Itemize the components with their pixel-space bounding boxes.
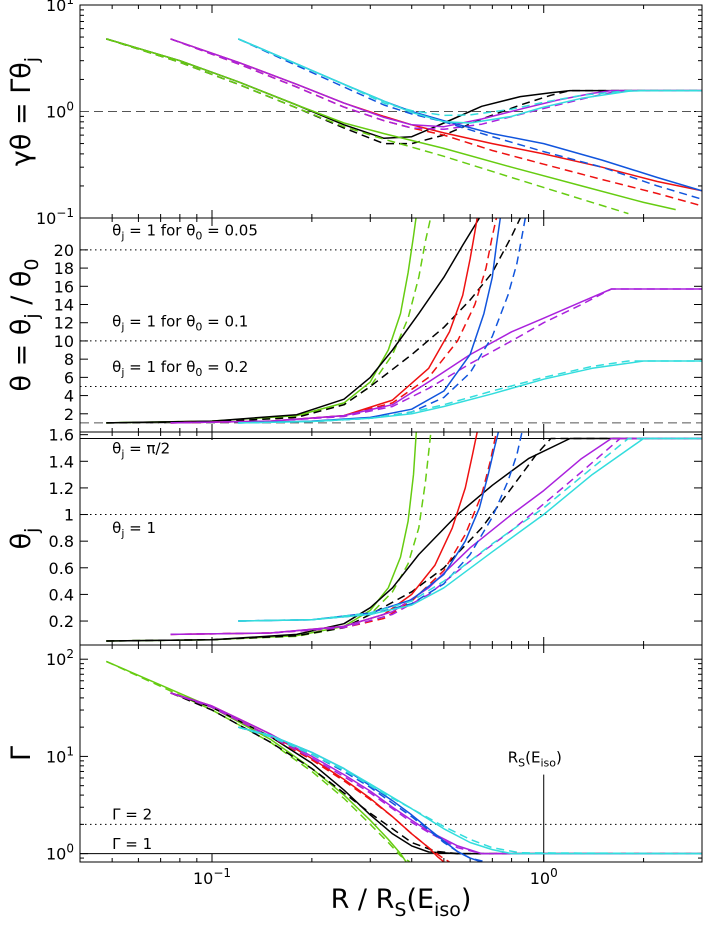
y-tick-label: 4 — [64, 387, 74, 406]
series-line — [238, 360, 702, 424]
annotation: Γ = 2 — [112, 805, 152, 823]
y-tick-label: 1.4 — [49, 452, 74, 471]
reference-lines — [80, 438, 702, 516]
annotation: θj = π/2 — [112, 439, 170, 460]
series — [106, 218, 702, 424]
y-tick-label: 101 — [46, 0, 74, 15]
series-line — [170, 432, 498, 636]
annotation: θj = 1 for θ0 = 0.2 — [112, 358, 248, 379]
y-axis-label: θj — [6, 528, 43, 550]
series-line — [238, 360, 702, 424]
y-tick-label: 8 — [64, 350, 74, 369]
series — [105, 660, 702, 862]
series-line — [170, 38, 702, 207]
y-tick-label: 16 — [54, 277, 74, 296]
x-ticks — [79, 432, 703, 645]
panel-gamma_theta: 10−1 100 101 γθ = Γθj — [6, 0, 703, 228]
panel-gamma: 100 101 102 10−1 100 RS(Eiso) Γ = 2 Γ = 1 Γ R / R… — [6, 644, 703, 921]
series-line — [238, 437, 702, 622]
y-tick-label: 10−1 — [36, 206, 74, 228]
series-line — [106, 218, 521, 424]
series-line — [170, 288, 702, 424]
y-tick-label: 10 — [54, 332, 74, 351]
marker-label: RS(Eiso) — [508, 749, 562, 770]
series-line — [170, 692, 702, 855]
x-axis-label: R / RS(Eiso) — [331, 884, 472, 921]
series-line — [106, 218, 481, 424]
series — [106, 38, 702, 215]
y-tick-label: 100 — [46, 842, 74, 864]
y-tick-label: 6 — [64, 368, 74, 387]
x-tick-label: 10−1 — [193, 866, 231, 888]
reference-lines — [80, 249, 702, 424]
series-line — [238, 38, 702, 117]
y-axis-label: θ = θj / θ0 — [6, 259, 43, 392]
series-line — [106, 38, 702, 145]
series-line — [170, 38, 702, 128]
annotation: Γ = 1 — [112, 835, 152, 853]
series-line — [238, 437, 702, 622]
series — [106, 432, 702, 642]
y-axis-label: Γ — [6, 746, 37, 761]
series-line — [238, 726, 482, 862]
series-line — [170, 437, 702, 636]
plot-frame — [79, 644, 703, 863]
y-tick-label: 2 — [64, 405, 74, 424]
y-tick-label: 1.6 — [49, 426, 74, 445]
y-tick-label: 1.2 — [49, 479, 74, 498]
y-axis-label: γθ = Γθj — [6, 57, 43, 166]
series-line — [106, 38, 629, 215]
y-tick-label: 1 — [64, 506, 74, 525]
reference-lines — [80, 823, 702, 855]
series-line — [106, 437, 702, 642]
y-tick-label: 12 — [54, 314, 74, 333]
x-tick-label: 100 — [530, 866, 558, 888]
series-line — [238, 432, 523, 622]
y-tick-label: 101 — [46, 744, 74, 766]
series-line — [170, 432, 478, 636]
annotation: θj = 1 for θ0 = 0.05 — [112, 221, 258, 242]
y-tick-label: 0.8 — [49, 532, 74, 551]
annotation: θj = 1 — [112, 519, 156, 540]
series-line — [238, 38, 702, 192]
series-line — [170, 38, 702, 131]
y-tick-label: 20 — [54, 241, 74, 260]
series-line — [170, 692, 702, 855]
series-line — [105, 660, 411, 862]
y-tick-label: 14 — [54, 296, 74, 315]
panel-theta_j: 0.2 0.4 0.6 0.8 1 1.2 1.4 1.6 θj = π/2 θj = 1 θj — [6, 426, 703, 646]
y-tick-label: 100 — [46, 100, 74, 122]
x-ticks: 10−1 100 — [79, 645, 703, 888]
y-tick-label: 0.2 — [49, 612, 74, 631]
series-line — [106, 660, 407, 862]
annotation: θj = 1 for θ0 = 0.1 — [112, 312, 248, 333]
series-line — [238, 726, 702, 855]
plot-frame — [79, 431, 703, 646]
y-tick-label: 18 — [54, 259, 74, 278]
y-tick-label: 0.6 — [49, 559, 74, 578]
y-ticks: 0.2 0.4 0.6 0.8 1 1.2 1.4 1.6 — [49, 426, 702, 631]
series-line — [170, 437, 702, 636]
series-line — [106, 218, 432, 424]
series-line — [106, 38, 676, 211]
series-line — [170, 692, 702, 855]
y-tick-label: 102 — [46, 647, 74, 669]
series-line — [170, 692, 702, 855]
series-line — [170, 692, 450, 862]
y-tick-label: 0.4 — [49, 585, 74, 604]
y-ticks: 10−1 100 101 — [36, 0, 702, 228]
series-line — [238, 726, 702, 855]
series-line — [238, 432, 500, 622]
